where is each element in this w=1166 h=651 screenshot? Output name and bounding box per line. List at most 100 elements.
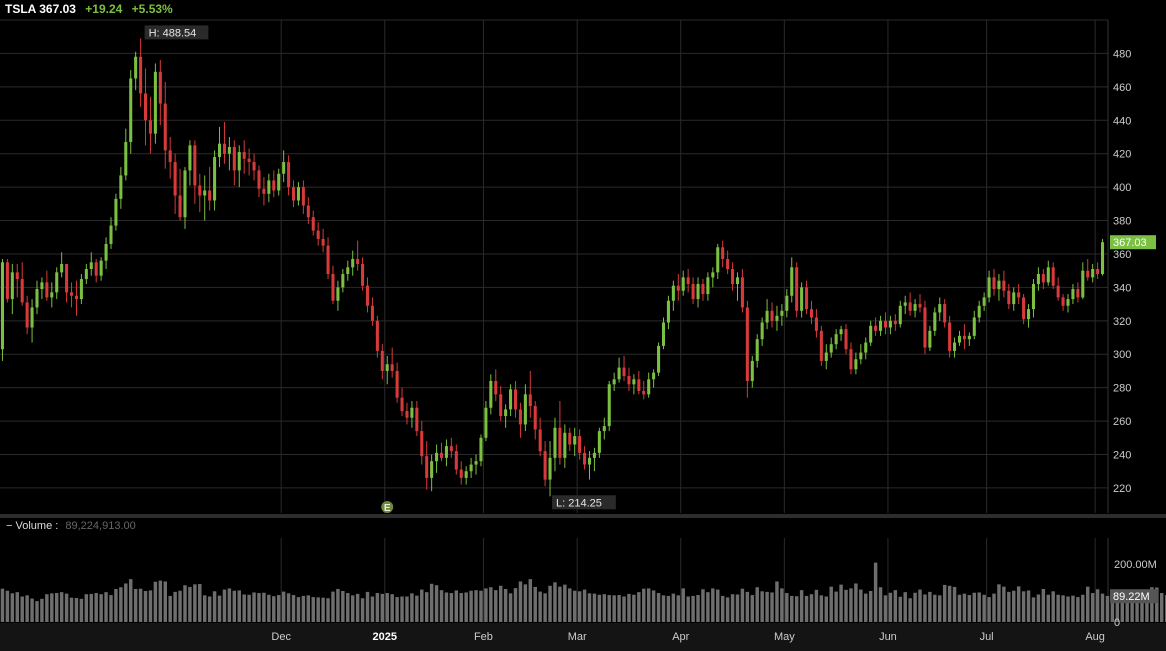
volume-bar xyxy=(128,579,133,622)
volume-bar xyxy=(799,590,804,622)
candle-body xyxy=(1017,292,1021,298)
volume-bar xyxy=(390,594,394,622)
candle-body xyxy=(1031,284,1036,310)
volume-bar xyxy=(434,585,439,622)
volume-bar xyxy=(429,583,434,622)
volume-bar xyxy=(790,595,794,622)
candle-body xyxy=(1101,242,1105,275)
volume-bar xyxy=(1071,595,1075,622)
volume-bar xyxy=(94,593,98,622)
candle-body xyxy=(597,431,601,453)
volume-bar xyxy=(864,593,868,622)
candle-body xyxy=(824,352,828,361)
candle-body xyxy=(40,282,44,290)
volume-bar xyxy=(592,593,597,622)
x-tick-label: Apr xyxy=(672,631,689,643)
volume-bar xyxy=(1105,595,1110,622)
volume-bar xyxy=(178,590,182,622)
volume-bar xyxy=(281,591,286,622)
candle-body xyxy=(716,247,720,273)
volume-bar xyxy=(79,598,84,622)
candle-body xyxy=(1051,267,1055,286)
candle-body xyxy=(731,269,735,285)
volume-y-tick-label: 200.00M xyxy=(1114,559,1157,571)
volume-bar xyxy=(484,588,488,622)
volume-bar xyxy=(696,595,700,622)
candle-body xyxy=(553,427,557,458)
candle-body xyxy=(893,320,897,325)
volume-bar xyxy=(133,588,138,622)
volume-bar xyxy=(1021,591,1026,622)
candle-body xyxy=(45,282,49,298)
candle-body xyxy=(390,364,394,371)
volume-bar xyxy=(242,594,246,622)
volume-bar xyxy=(365,591,370,622)
candle-body xyxy=(341,274,345,288)
candle-body xyxy=(1046,267,1050,283)
volume-bar xyxy=(785,593,789,622)
candle-body xyxy=(859,352,863,360)
candle-body xyxy=(296,187,300,201)
candle-body xyxy=(765,310,769,323)
volume-bar xyxy=(824,596,829,622)
candle-body xyxy=(282,162,286,174)
volume-bar xyxy=(247,594,251,622)
last-price-tag: 367.03 xyxy=(1113,237,1147,249)
candle-body xyxy=(50,292,54,298)
volume-bar xyxy=(202,595,207,622)
candle-body xyxy=(617,367,621,380)
volume-bar xyxy=(188,586,192,622)
volume-bar xyxy=(50,593,54,622)
volume-bar xyxy=(193,584,197,622)
candle-body xyxy=(109,225,113,244)
volume-bar xyxy=(1155,587,1159,622)
volume-bar xyxy=(1135,594,1139,622)
volume-collapse-button[interactable]: − xyxy=(6,520,13,532)
volume-bar xyxy=(878,587,883,622)
candle-body xyxy=(114,198,118,226)
volume-bar xyxy=(528,579,533,622)
candle-body xyxy=(1091,269,1095,278)
candle-body xyxy=(213,157,217,201)
volume-bar xyxy=(656,593,661,622)
y-tick-label: 260 xyxy=(1113,416,1131,428)
volume-bar xyxy=(513,588,518,622)
volume-bar xyxy=(1160,593,1164,622)
volume-bar xyxy=(1100,593,1105,622)
candle-body xyxy=(370,305,374,321)
candle-body xyxy=(148,120,152,134)
candle-body xyxy=(948,322,952,351)
candle-body xyxy=(1022,297,1026,320)
volume-bar xyxy=(217,595,222,622)
volume-bar xyxy=(873,562,878,622)
candle-body xyxy=(203,190,207,196)
volume-bar xyxy=(982,594,986,622)
volume-bar xyxy=(395,597,399,622)
ticker-symbol: TSLA xyxy=(5,2,36,16)
volume-bar xyxy=(257,593,261,622)
candle-body xyxy=(721,247,725,259)
volume-bar xyxy=(701,589,705,622)
x-tick-label: 2025 xyxy=(373,631,397,643)
candle-body xyxy=(247,158,251,163)
volume-bar xyxy=(622,596,626,622)
volume-bar xyxy=(725,597,730,622)
candle-body xyxy=(163,103,167,151)
volume-bar xyxy=(1164,595,1166,622)
volume-bar xyxy=(859,589,863,622)
candle-body xyxy=(829,344,833,353)
x-tick-label: Dec xyxy=(271,631,291,643)
volume-bar xyxy=(30,598,34,622)
volume-bar xyxy=(893,590,898,622)
candle-body xyxy=(459,469,463,478)
candle-body xyxy=(691,284,695,300)
candle-body xyxy=(287,162,291,188)
candle-body xyxy=(805,287,809,310)
candle-body xyxy=(612,379,616,385)
volume-bar xyxy=(642,588,646,622)
volume-bar xyxy=(661,595,666,622)
volume-bar xyxy=(1120,595,1124,622)
candle-body xyxy=(410,407,414,418)
candle-body xyxy=(987,277,991,298)
